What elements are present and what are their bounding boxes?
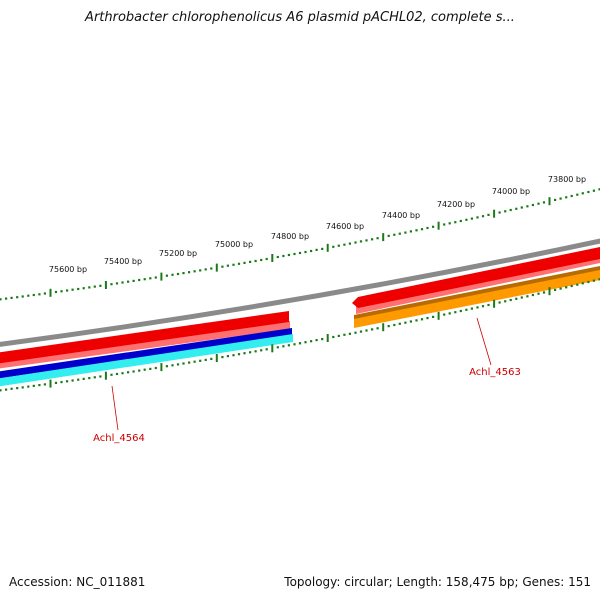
outer-scale-ticks [0, 188, 600, 301]
scale-labels: 75600 bp 75400 bp 75200 bp 75000 bp 7480… [49, 175, 586, 274]
leader-line-achl-4564 [111, 385, 119, 431]
scale-label-74200: 74200 bp [437, 200, 475, 209]
gene-feature-achl-4563 [352, 247, 600, 328]
backbone-ring [0, 238, 600, 347]
gene-label-achl-4564[interactable]: Achl_4564 [93, 433, 145, 444]
accession-text: Accession: NC_011881 [9, 575, 146, 589]
scale-label-75400: 75400 bp [104, 257, 142, 266]
gene-arrow-red [352, 247, 600, 308]
scale-label-75200: 75200 bp [159, 249, 197, 258]
leader-line-achl-4563 [476, 317, 492, 366]
gene-track-blue [0, 328, 292, 379]
inner-scale-ticks [0, 278, 600, 392]
gene-track-red-shade [0, 321, 290, 369]
topology-summary: Topology: circular; Length: 158,475 bp; … [284, 575, 591, 589]
gene-track-orange-edge [354, 265, 600, 320]
scale-label-74600: 74600 bp [326, 222, 364, 231]
gene-track-orange [354, 269, 600, 328]
scale-label-75600: 75600 bp [49, 265, 87, 274]
scale-label-74800: 74800 bp [271, 232, 309, 241]
scale-label-74000: 74000 bp [492, 187, 530, 196]
scale-label-73800: 73800 bp [548, 175, 586, 184]
scale-label-74400: 74400 bp [382, 211, 420, 220]
gene-feature-achl-4564 [0, 311, 293, 387]
map-title: Arthrobacter chlorophenolicus A6 plasmid… [85, 10, 515, 25]
gene-track-cyan [0, 334, 293, 387]
gene-label-achl-4563[interactable]: Achl_4563 [469, 367, 521, 378]
scale-label-75000: 75000 bp [215, 240, 253, 249]
gene-track-red [0, 311, 289, 364]
